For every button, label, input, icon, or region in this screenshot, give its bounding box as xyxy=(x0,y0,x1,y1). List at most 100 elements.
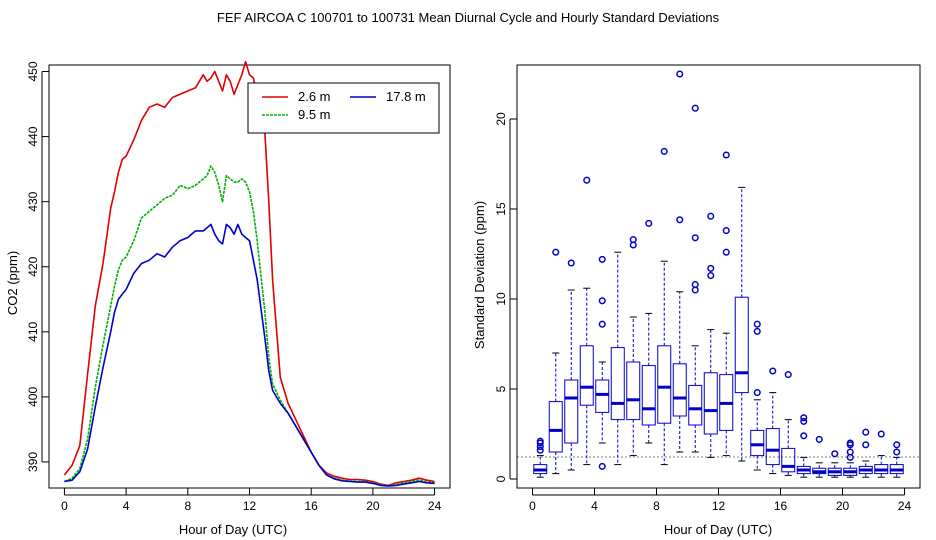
box-hour xyxy=(595,255,610,470)
left-y-axis: 390 400 410 420 430 440 450 xyxy=(26,61,49,472)
left-x-axis: 0 4 8 12 16 20 24 xyxy=(61,488,442,513)
iqr-box xyxy=(750,429,765,457)
co2-series-lines xyxy=(63,60,435,487)
iqr-box xyxy=(595,379,610,413)
left-y-tick-label: 440 xyxy=(26,126,40,146)
outlier-point xyxy=(722,151,730,159)
outlier-point xyxy=(567,259,575,267)
hourly-boxplots xyxy=(533,70,904,478)
iqr-box xyxy=(781,447,796,473)
outlier-point xyxy=(676,216,684,224)
outlier-point xyxy=(707,264,715,272)
box-hour xyxy=(626,236,641,457)
left-y-tick-label: 400 xyxy=(26,387,40,407)
outlier-point xyxy=(893,448,901,456)
right-y-tick-label: 15 xyxy=(494,202,508,216)
series-line-17-8-m xyxy=(64,223,435,487)
outlier-point xyxy=(722,248,730,256)
outlier-point xyxy=(536,446,544,454)
left-x-tick-label: 12 xyxy=(243,499,257,513)
box-hour xyxy=(719,151,734,457)
outlier-point xyxy=(846,448,854,456)
right-x-tick-label: 12 xyxy=(712,499,726,513)
outlier-point xyxy=(846,439,854,447)
outlier-point xyxy=(784,371,792,379)
outlier-point xyxy=(676,70,684,78)
right-y-tick-label: 10 xyxy=(494,292,508,306)
box-hour xyxy=(843,439,858,478)
box-hour xyxy=(579,176,594,466)
box-hour xyxy=(765,367,780,475)
outlier-point xyxy=(800,414,808,422)
outlier-point xyxy=(598,320,606,328)
box-hour xyxy=(796,414,811,478)
co2-line-chart: 0 4 8 12 16 20 24 390 400 410 420 430 440 450 Hour o… xyxy=(5,60,451,537)
iqr-box xyxy=(734,296,749,394)
right-x-axis: 0 4 8 12 16 20 24 xyxy=(529,488,911,513)
box-hour xyxy=(734,186,749,462)
box-hour xyxy=(827,450,842,478)
left-x-tick-label: 16 xyxy=(305,499,319,513)
right-x-tick-label: 8 xyxy=(653,499,660,513)
right-y-tick-label: 5 xyxy=(494,385,508,392)
outlier-point xyxy=(691,281,699,289)
right-x-tick-label: 16 xyxy=(774,499,788,513)
legend-label: 17.8 m xyxy=(386,89,426,104)
legend-label: 9.5 m xyxy=(298,107,331,122)
left-x-tick-label: 24 xyxy=(428,499,442,513)
box-hour xyxy=(750,320,765,471)
outlier-point xyxy=(660,147,668,155)
iqr-box xyxy=(672,363,687,417)
right-x-axis-title: Hour of Day (UTC) xyxy=(664,522,772,537)
outlier-point xyxy=(598,297,606,305)
outlier-point xyxy=(753,327,761,335)
legend-box xyxy=(247,82,440,134)
outlier-point xyxy=(831,450,839,458)
left-x-tick-label: 0 xyxy=(61,499,68,513)
iqr-box xyxy=(703,372,718,435)
outlier-point xyxy=(862,441,870,449)
outlier-point xyxy=(691,234,699,242)
right-y-axis: 0 5 10 15 20 xyxy=(494,112,517,482)
outlier-point xyxy=(877,430,885,438)
outlier-point xyxy=(815,435,823,443)
right-x-tick-label: 24 xyxy=(898,499,912,513)
box-hour xyxy=(703,212,718,458)
iqr-box xyxy=(548,401,563,453)
box-hour xyxy=(610,251,625,466)
outlier-point xyxy=(800,417,808,425)
box-hour xyxy=(889,441,904,478)
box-hour xyxy=(812,435,827,478)
box-hour xyxy=(781,371,796,476)
outlier-point xyxy=(753,389,761,397)
outlier-point xyxy=(893,441,901,449)
left-y-tick-label: 450 xyxy=(26,61,40,81)
outlier-point xyxy=(552,248,560,256)
iqr-box xyxy=(579,345,594,406)
right-y-axis-title: Standard Deviation (ppm) xyxy=(472,201,487,349)
series-line-2-6-m xyxy=(63,60,435,487)
outlier-point xyxy=(722,227,730,235)
left-y-tick-label: 410 xyxy=(26,321,40,341)
box-hour xyxy=(548,248,563,475)
outlier-point xyxy=(583,176,591,184)
box-hour xyxy=(533,437,548,478)
outlier-point xyxy=(800,432,808,440)
box-hour xyxy=(858,428,873,478)
right-x-tick-label: 4 xyxy=(591,499,598,513)
iqr-box xyxy=(564,379,579,444)
iqr-box xyxy=(657,345,672,424)
right-y-tick-label: 20 xyxy=(494,112,508,126)
left-x-tick-label: 8 xyxy=(184,499,191,513)
box-hour xyxy=(874,430,889,478)
main-title: FEF AIRCOA C 100701 to 100731 Mean Diurn… xyxy=(217,10,720,25)
outlier-point xyxy=(862,428,870,436)
right-x-tick-label: 20 xyxy=(836,499,850,513)
outlier-point xyxy=(707,212,715,220)
outlier-point xyxy=(598,462,606,470)
outlier-point xyxy=(536,437,544,445)
outlier-point xyxy=(645,219,653,227)
box-hour xyxy=(564,259,579,471)
